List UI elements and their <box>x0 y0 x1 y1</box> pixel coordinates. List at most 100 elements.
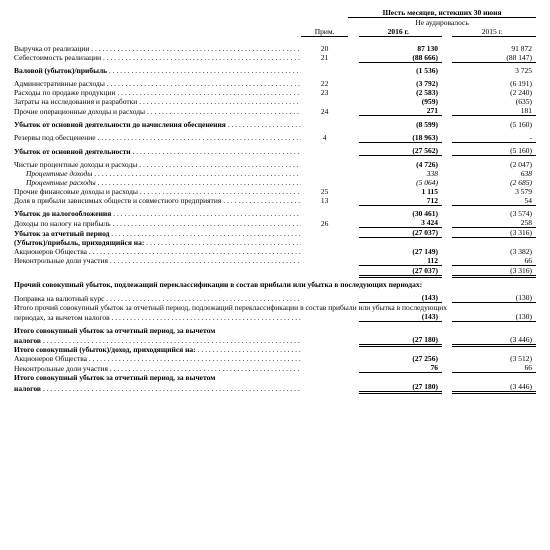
value-2016: (27 256) <box>359 354 443 363</box>
value-2016: 271 <box>359 106 443 116</box>
value-2016: 87 130 <box>359 44 443 53</box>
note-ref: 20 <box>301 44 348 53</box>
value-2015: (635) <box>452 97 536 106</box>
note-ref <box>301 354 348 363</box>
note-ref <box>301 66 348 75</box>
value-2016: 1 115 <box>359 187 443 196</box>
value-2015: (130) <box>452 312 536 322</box>
value-2016 <box>359 238 443 247</box>
row-label: Акционеров Общества . . . . . . . . . . … <box>14 247 301 256</box>
note-ref <box>301 120 348 129</box>
row-label: налогов . . . . . . . . . . . . . . . . … <box>14 382 301 393</box>
value-2016: (88 666) <box>359 53 443 63</box>
unaudited-label: Не аудировалось <box>348 18 536 28</box>
value-2015: - <box>452 133 536 143</box>
value-2015: 3 579 <box>452 187 536 196</box>
note-ref <box>301 335 348 346</box>
row-label <box>14 265 301 276</box>
value-2015: (5 160) <box>452 120 536 129</box>
value-2015: (3 512) <box>452 354 536 363</box>
note-ref <box>301 256 348 266</box>
value-2016: 712 <box>359 196 443 206</box>
value-2015: (3 382) <box>452 247 536 256</box>
value-2015: (6 191) <box>452 79 536 88</box>
row-label: Прочие финансовые доходы и расходы . . .… <box>14 187 301 196</box>
value-2015: (3 446) <box>452 382 536 393</box>
note-ref: 26 <box>301 218 348 228</box>
row-label: периодах, за вычетом налогов . . . . . .… <box>14 312 301 322</box>
row-label: Прочий совокупный убыток, подлежащий пер… <box>14 280 536 289</box>
row-label: Доходы по налогу на прибыль . . . . . . … <box>14 218 301 228</box>
value-2015: (3 316) <box>452 228 536 238</box>
note-ref: 24 <box>301 106 348 116</box>
row-label: Итого совокупный (убыток)/доход, приходя… <box>14 345 301 354</box>
note-ref: 23 <box>301 88 348 97</box>
value-2015 <box>452 345 536 354</box>
note-ref <box>301 312 348 322</box>
value-2016: (143) <box>359 312 443 322</box>
value-2016: 3 424 <box>359 218 443 228</box>
note-ref <box>301 382 348 393</box>
value-2015 <box>452 238 536 247</box>
row-label: Расходы по продаже продукции . . . . . .… <box>14 88 301 97</box>
row-label: Убыток за отчетный период . . . . . . . … <box>14 228 301 238</box>
row-label: Поправка на валютный курс . . . . . . . … <box>14 293 301 303</box>
value-2015: 91 872 <box>452 44 536 53</box>
row-label: Выручка от реализации . . . . . . . . . … <box>14 44 301 53</box>
value-2015: 66 <box>452 363 536 373</box>
row-label: Процентные расходы . . . . . . . . . . .… <box>14 178 301 187</box>
row-label: налогов . . . . . . . . . . . . . . . . … <box>14 335 301 346</box>
note-ref <box>301 293 348 303</box>
value-2016: (1 536) <box>359 66 443 75</box>
note-ref: 21 <box>301 53 348 63</box>
row-label: (Убыток)/прибыль, приходящийся на: . . .… <box>14 238 301 247</box>
note-ref <box>301 228 348 238</box>
note-ref <box>301 169 348 178</box>
note-ref <box>301 209 348 218</box>
value-2016: 338 <box>359 169 443 178</box>
value-2016: (5 064) <box>359 178 443 187</box>
value-2016: 76 <box>359 363 443 373</box>
col-2015: 2015 г. <box>452 27 536 37</box>
row-label: Резервы под обесценение . . . . . . . . … <box>14 133 301 143</box>
financial-statement-table: Шесть месяцев, истекших 30 июняНе аудиро… <box>14 8 536 394</box>
row-label: Затраты на исследования и разработки . .… <box>14 97 301 106</box>
value-2015: (3 446) <box>452 335 536 346</box>
note-ref <box>301 345 348 354</box>
row-label: Акционеров Общества . . . . . . . . . . … <box>14 354 301 363</box>
note-ref: 13 <box>301 196 348 206</box>
value-2016: (8 599) <box>359 120 443 129</box>
value-2016: (2 583) <box>359 88 443 97</box>
note-ref <box>301 97 348 106</box>
row-label: Итого прочий совокупный убыток за отчетн… <box>14 303 536 313</box>
value-2015: 54 <box>452 196 536 206</box>
row-label: Процентные доходы . . . . . . . . . . . … <box>14 169 301 178</box>
col-2016: 2016 г. <box>359 27 443 37</box>
value-2015: (3 574) <box>452 209 536 218</box>
value-2015: 258 <box>452 218 536 228</box>
row-label: Убыток от основной деятельности . . . . … <box>14 146 301 156</box>
value-2015: (2 240) <box>452 88 536 97</box>
value-2016: (4 726) <box>359 160 443 169</box>
row-label: Убыток от основной деятельности до начис… <box>14 120 301 129</box>
value-2016: (27 180) <box>359 335 443 346</box>
value-2015: (2 685) <box>452 178 536 187</box>
value-2015: 66 <box>452 256 536 266</box>
row-label: Доля в прибыли зависимых обществ и совме… <box>14 196 301 206</box>
row-label: Итого совокупный убыток за отчетный пери… <box>14 373 536 383</box>
note-ref: 22 <box>301 79 348 88</box>
note-ref <box>301 247 348 256</box>
value-2015: 638 <box>452 169 536 178</box>
row-label: Неконтрольные доли участия . . . . . . .… <box>14 256 301 266</box>
row-label: Валовой (убыток)/прибыль . . . . . . . .… <box>14 66 301 75</box>
value-2016: (27 180) <box>359 382 443 393</box>
value-2015: 3 725 <box>452 66 536 75</box>
col-note: Прим. <box>301 27 348 37</box>
value-2016: (30 461) <box>359 209 443 218</box>
row-label: Убыток до налогообложения . . . . . . . … <box>14 209 301 218</box>
period-header: Шесть месяцев, истекших 30 июня <box>348 8 536 18</box>
row-label: Итого совокупный убыток за отчетный пери… <box>14 326 536 335</box>
value-2016: (3 792) <box>359 79 443 88</box>
note-ref: 25 <box>301 187 348 196</box>
note-ref: 4 <box>301 133 348 143</box>
